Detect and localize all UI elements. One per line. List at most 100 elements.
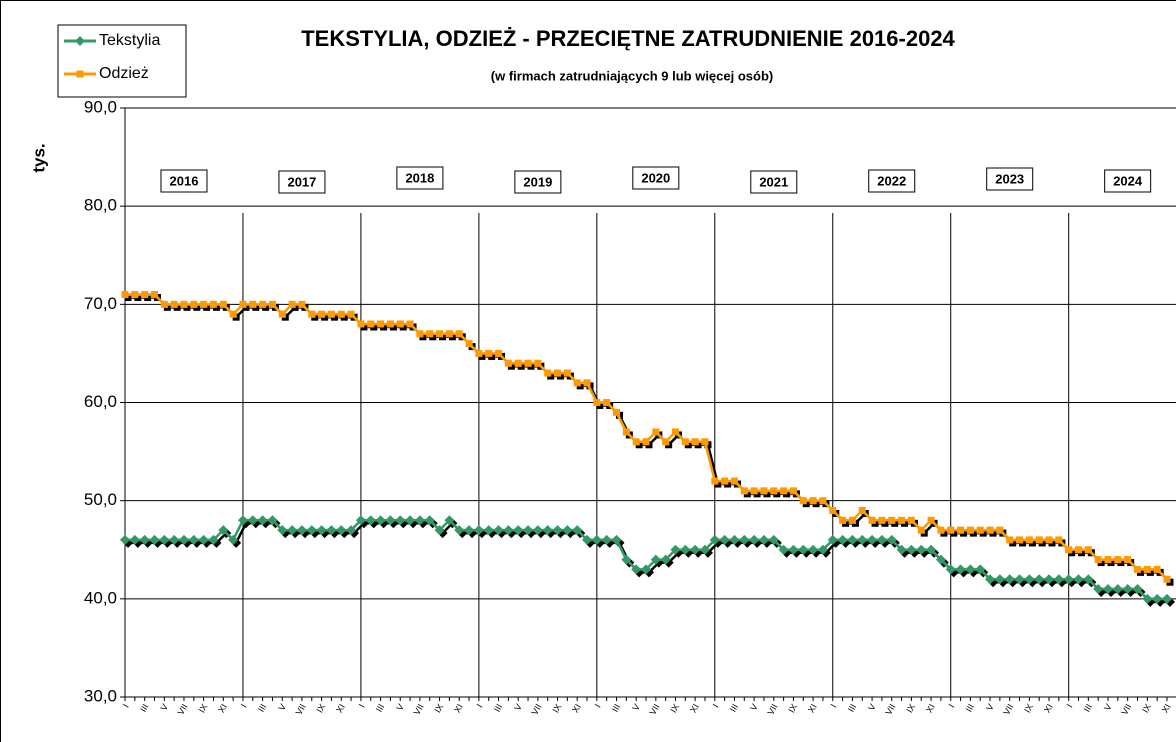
- year-label: 2016: [170, 173, 199, 188]
- point: [601, 534, 612, 545]
- point: [436, 330, 444, 338]
- x-tick-label: V: [748, 702, 760, 712]
- year-box: [868, 169, 916, 193]
- point: [296, 525, 307, 536]
- point: [445, 330, 453, 338]
- point: [554, 369, 562, 377]
- point: [1133, 565, 1141, 573]
- point: [986, 526, 994, 534]
- point: [867, 534, 878, 545]
- x-tick-label: V: [394, 702, 406, 712]
- point: [288, 300, 296, 308]
- y-tick-label: 60,0: [84, 392, 117, 411]
- x-tick-label: I: [121, 702, 131, 709]
- point: [120, 534, 130, 545]
- year-label: 2021: [759, 174, 788, 189]
- point: [721, 477, 729, 485]
- point: [691, 438, 699, 446]
- point: [937, 526, 945, 534]
- point: [524, 359, 532, 367]
- point: [650, 554, 661, 565]
- point: [788, 544, 799, 555]
- point: [927, 516, 935, 524]
- point: [798, 544, 809, 555]
- point: [652, 428, 660, 436]
- point: [632, 438, 640, 446]
- x-tick-label: VII: [647, 702, 661, 717]
- x-tick-label: I: [593, 702, 603, 709]
- point: [218, 525, 229, 536]
- x-tick-label: VII: [765, 702, 779, 717]
- y-tick-label: 90,0: [84, 97, 117, 116]
- year-label: 2023: [995, 171, 1024, 186]
- year-box: [396, 166, 444, 190]
- point: [730, 477, 738, 485]
- point: [749, 534, 760, 545]
- point: [76, 70, 84, 78]
- point: [1142, 593, 1153, 604]
- point: [719, 534, 730, 545]
- point: [917, 526, 925, 534]
- year-label: 2017: [287, 174, 316, 189]
- year-box: [1104, 169, 1152, 193]
- x-tick-label: III: [138, 702, 150, 714]
- x-tick-label: I: [829, 702, 839, 709]
- chart-title: TEKSTYLIA, ODZIEŻ - PRZECIĘTNE ZATRUDNIE…: [301, 26, 955, 51]
- point: [208, 534, 219, 545]
- point: [701, 438, 709, 446]
- point: [357, 320, 365, 328]
- point: [198, 534, 209, 545]
- x-tick-label: I: [357, 702, 367, 709]
- point: [827, 534, 838, 545]
- point: [336, 525, 347, 536]
- point: [760, 487, 768, 495]
- point: [778, 544, 789, 555]
- point: [611, 534, 622, 545]
- point: [768, 534, 779, 545]
- point: [690, 544, 701, 555]
- point: [857, 534, 868, 545]
- point: [318, 310, 326, 318]
- x-tick-label: I: [711, 702, 721, 709]
- point: [1065, 546, 1073, 554]
- point: [139, 534, 150, 545]
- x-tick-label: I: [475, 702, 485, 709]
- point: [239, 300, 247, 308]
- point: [613, 408, 620, 416]
- point: [1094, 556, 1102, 564]
- point: [758, 534, 769, 545]
- point: [532, 525, 543, 536]
- x-tick-label: V: [1102, 702, 1114, 712]
- point: [552, 525, 563, 536]
- point: [593, 399, 601, 406]
- point: [848, 516, 856, 524]
- x-tick-label: III: [728, 702, 740, 714]
- point: [876, 534, 887, 545]
- point: [326, 525, 337, 536]
- point: [1103, 584, 1113, 595]
- point: [475, 349, 483, 357]
- point: [898, 516, 906, 524]
- point: [955, 564, 966, 575]
- y-tick-label: 50,0: [84, 490, 117, 509]
- x-tick-label: VII: [1119, 702, 1133, 717]
- point: [424, 515, 435, 526]
- point: [444, 515, 455, 526]
- point: [129, 534, 140, 545]
- year-label: 2020: [641, 170, 670, 185]
- point: [886, 534, 897, 545]
- point: [1153, 565, 1161, 573]
- point: [1084, 546, 1092, 554]
- point: [375, 515, 386, 526]
- point: [414, 515, 425, 526]
- year-label: 2024: [1113, 173, 1143, 188]
- point: [603, 399, 611, 406]
- point: [426, 330, 434, 338]
- point: [945, 564, 956, 575]
- point: [219, 300, 227, 308]
- x-tick-label: III: [846, 702, 858, 714]
- x-tick-label: I: [239, 702, 249, 709]
- point: [277, 525, 288, 536]
